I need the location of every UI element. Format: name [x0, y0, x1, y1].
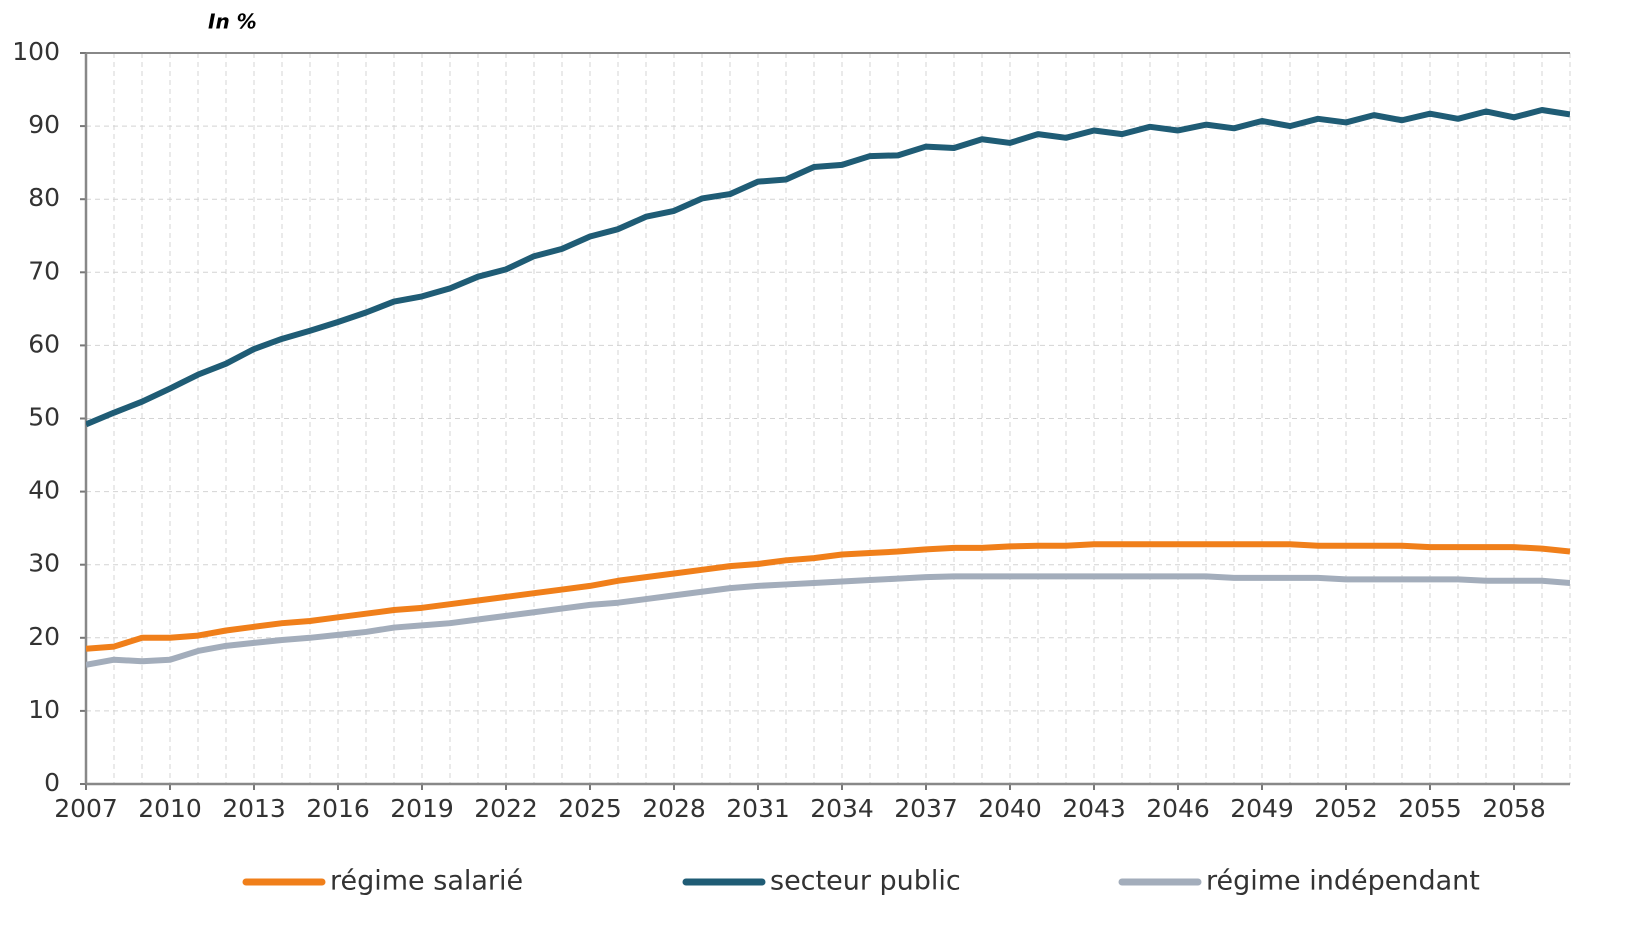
series-line	[86, 573, 1570, 668]
x-tick-label: 2040	[978, 794, 1042, 823]
legend-text: régime indépendant	[1206, 866, 1480, 897]
series-line	[86, 107, 1570, 428]
y-tick-label: 10	[28, 695, 60, 724]
x-tick-label: 2022	[474, 794, 538, 823]
x-tick-label: 2025	[558, 794, 622, 823]
x-tick-label: 2055	[1398, 794, 1462, 823]
x-tick-label: 2049	[1230, 794, 1294, 823]
y-tick-label: 90	[28, 110, 60, 139]
legend-text: secteur public	[770, 866, 961, 897]
unit-label: In %	[208, 10, 257, 34]
y-tick-label: 30	[28, 549, 60, 578]
y-tick-label: 50	[28, 403, 60, 432]
x-tick-label: 2031	[726, 794, 790, 823]
x-tick-label: 2013	[222, 794, 286, 823]
y-tick-label: 80	[28, 183, 60, 212]
y-tick-label: 70	[28, 256, 60, 285]
y-tick-label: 100	[12, 37, 60, 66]
y-tick-label: 0	[44, 768, 60, 797]
y-tick-label: 20	[28, 622, 60, 651]
x-tick-label: 2010	[138, 794, 202, 823]
x-tick-label: 2058	[1482, 794, 1546, 823]
y-tick-label: 40	[28, 476, 60, 505]
x-tick-label: 2043	[1062, 794, 1126, 823]
x-tick-label: 2016	[306, 794, 370, 823]
y-tick-label: 60	[28, 329, 60, 358]
x-tick-label: 2037	[894, 794, 958, 823]
x-tick-label: 2019	[390, 794, 454, 823]
x-tick-label: 2028	[642, 794, 706, 823]
legend-text: régime salarié	[330, 866, 523, 897]
x-tick-label: 2052	[1314, 794, 1378, 823]
x-tick-label: 2046	[1146, 794, 1210, 823]
x-tick-label: 2007	[54, 794, 118, 823]
plot-area	[86, 107, 1570, 668]
series-line	[86, 541, 1570, 652]
x-tick-label: 2034	[810, 794, 874, 823]
